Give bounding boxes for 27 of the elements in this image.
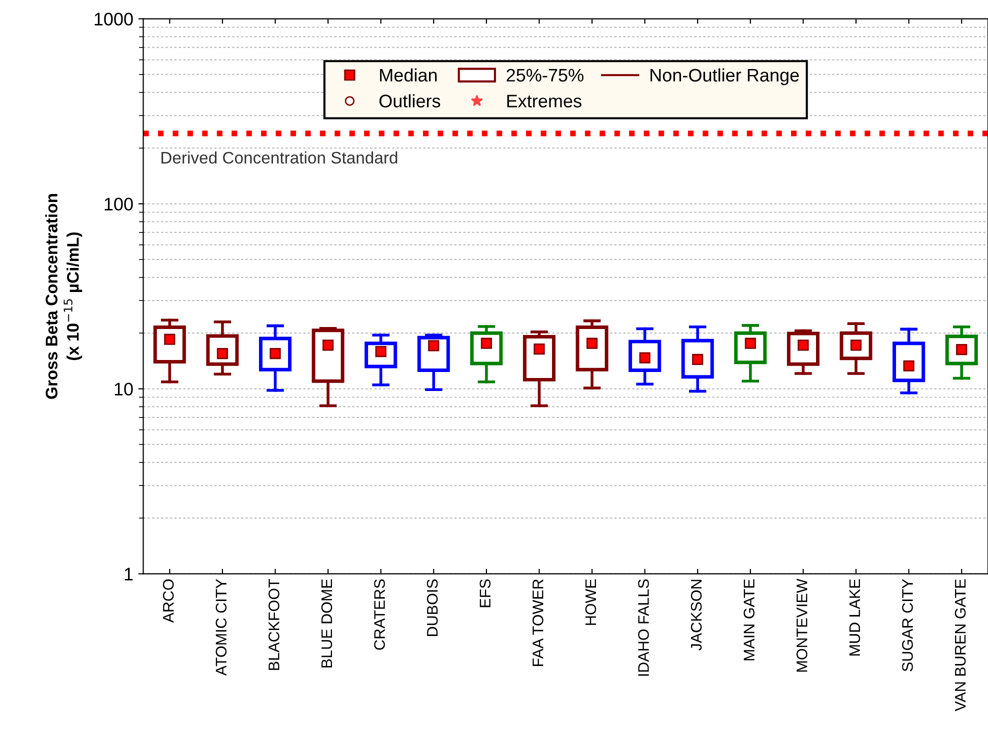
x-tick-label: ATOMIC CITY <box>216 578 227 676</box>
x-tick-label: DUBOIS <box>426 579 438 636</box>
x-tick-label: EFS <box>480 579 491 608</box>
annotation: Median <box>380 68 437 82</box>
x-tick-label: ARCO <box>162 579 174 623</box>
ref-line-label: Derived Concentration Standard <box>162 151 398 164</box>
y-tick-label: 10 <box>114 382 133 396</box>
y-tick-label: 1 <box>124 568 133 580</box>
annotation: Outliers <box>379 94 440 108</box>
x-tick-label: MUD LAKE <box>849 579 860 656</box>
annotation: Non-Outlier Range <box>650 68 799 86</box>
x-tick-label: BLUE DOME <box>321 579 332 668</box>
x-tick-label: MAIN GATE <box>744 579 755 660</box>
x-tick-label: VAN BUREN GATE <box>954 579 966 712</box>
x-tick-label: HOWE <box>585 579 596 625</box>
x-tick-label: IDAHO FALLS <box>638 579 649 676</box>
x-tick-label: BLACKFOOT <box>268 578 280 670</box>
x-tick-label: FAA TOWER <box>532 579 544 666</box>
x-tick-label: MONTEVIEW <box>796 578 808 672</box>
x-tick-label: JACKSON <box>690 580 702 651</box>
y-tick-label: 1000 <box>94 12 133 26</box>
x-tick-label: CRATERS <box>374 579 385 650</box>
annotation: 25%-75% <box>506 68 584 82</box>
annotation: Extremes <box>507 94 582 108</box>
y-tick-label: 100 <box>104 198 133 211</box>
y-axis-title: Gross Beta Concentration (x 10$^{−15}$ µCi/mL) <box>45 194 82 399</box>
x-tick-label: SUGAR CITY <box>902 578 913 672</box>
